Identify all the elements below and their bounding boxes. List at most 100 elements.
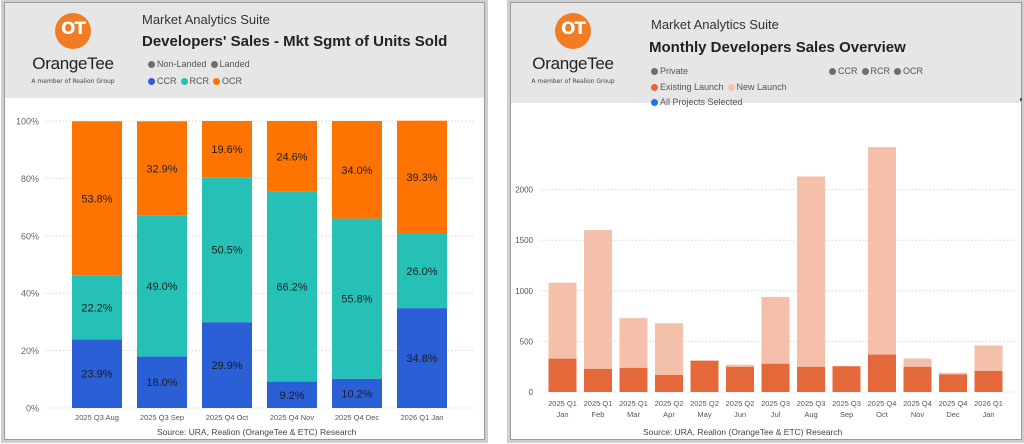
data-label: 34.0% — [341, 165, 372, 177]
bar-segment-ccr[interactable] — [137, 356, 187, 408]
logo-brand: OrangeTee — [532, 54, 614, 73]
bar-segment-existing-launch[interactable] — [903, 366, 932, 392]
bar-segment-new-launch[interactable] — [619, 318, 648, 368]
legend-label: RCR — [189, 76, 210, 86]
bar-segment-ccr[interactable] — [267, 381, 317, 408]
legend-property-type: Non-Landed Landed — [148, 59, 254, 69]
legend-item[interactable]: New Launch — [727, 82, 787, 92]
x-tick-label-month: Sep — [840, 410, 853, 419]
bar-segment-rcr[interactable] — [72, 275, 122, 340]
legend-item[interactable]: Existing Launch — [651, 82, 724, 92]
x-tick-label-quarter: 2025 Q3 — [832, 399, 861, 408]
stacked-percent-bar-chart: 0% 20% 40% 60% 80% 100% 23.9% 22.2% 53.8% 2025 Q3… — [16, 117, 473, 422]
orangetee-logo-icon: OT — [55, 13, 91, 49]
bar-segment-new-launch[interactable] — [761, 296, 790, 364]
bar-segment-new-launch[interactable] — [868, 147, 896, 355]
bar-segment-new-launch[interactable] — [584, 230, 612, 369]
x-tick-label-month: Jun — [734, 410, 746, 419]
bar-segment-ccr[interactable] — [332, 378, 382, 408]
bar-segment-existing-launch[interactable] — [832, 366, 861, 392]
x-tick-label: 2025 Q4 Nov — [270, 413, 314, 422]
legend-item[interactable]: Private — [651, 66, 688, 76]
bar-segment-rcr[interactable] — [137, 215, 187, 357]
legend-item[interactable]: CCR — [829, 66, 858, 76]
logo-brand: OrangeTee — [32, 54, 114, 73]
bar-segment-rcr[interactable] — [202, 177, 252, 323]
bar-segment-ccr[interactable] — [202, 322, 252, 408]
bar-segment-new-launch[interactable] — [903, 358, 932, 367]
bar-segment-ocr[interactable] — [397, 120, 447, 234]
chart-panel-monthly-sales: OT OrangeTee A member of Realion Group M… — [510, 2, 1022, 440]
y-tick-label: 1500 — [515, 236, 533, 245]
x-tick-label-quarter: 2025 Q2 — [690, 399, 719, 408]
bar-segment-existing-launch[interactable] — [690, 360, 719, 392]
x-tick-label-quarter: 2025 Q1 — [548, 399, 577, 408]
legend-item[interactable]: RCR — [180, 76, 210, 86]
x-tick-label-quarter: 2025 Q4 — [903, 399, 932, 408]
legend-item[interactable]: CCR — [148, 76, 177, 86]
x-tick-label-month: Dec — [946, 410, 960, 419]
legend-project-filter[interactable]: All Projects Selected — [651, 97, 747, 107]
legend-item[interactable]: All Projects Selected — [651, 97, 743, 107]
legend-label: Existing Launch — [660, 82, 724, 92]
source-note: Source: URA, Realion (OrangeTee & ETC) R… — [643, 427, 843, 437]
bar-segment-new-launch[interactable] — [939, 372, 967, 375]
y-tick-label: 500 — [520, 337, 534, 346]
legend-dot-icon — [180, 77, 188, 85]
bar-segment-ocr[interactable] — [72, 121, 122, 276]
bar-segment-existing-launch[interactable] — [548, 358, 577, 392]
legend-item[interactable]: OCR — [213, 76, 242, 86]
bar-segment-existing-launch[interactable] — [797, 366, 825, 392]
bar-segment-ccr[interactable] — [397, 308, 447, 408]
suite-name: Market Analytics Suite — [142, 12, 270, 27]
x-tick-label-quarter: 2025 Q2 — [726, 399, 755, 408]
bar-segment-existing-launch[interactable] — [584, 368, 612, 392]
legend-dot-icon — [148, 60, 155, 68]
data-label: 32.9% — [146, 163, 177, 175]
legend-dot-icon — [861, 67, 869, 75]
bar-segment-new-launch[interactable] — [548, 282, 577, 359]
data-label: 34.8% — [406, 353, 437, 365]
bar-segment-existing-launch[interactable] — [726, 366, 754, 392]
bar-segment-existing-launch[interactable] — [761, 363, 790, 392]
x-tick-label-quarter: 2025 Q2 — [655, 399, 684, 408]
legend-item[interactable]: RCR — [861, 66, 890, 76]
x-tick-label-quarter: 2025 Q3 — [761, 399, 790, 408]
bar-segment-ocr[interactable] — [202, 121, 252, 178]
bar-segment-existing-launch[interactable] — [939, 374, 967, 392]
x-tick-label-quarter: 2025 Q3 — [797, 399, 826, 408]
x-tick-label-month: Jan — [556, 410, 568, 419]
data-label: 55.8% — [341, 294, 372, 306]
suite-name: Market Analytics Suite — [651, 17, 779, 32]
legend-item[interactable]: OCR — [894, 66, 923, 76]
bar-segment-existing-launch[interactable] — [619, 367, 648, 392]
orangetee-logo: OT OrangeTee A member of Realion Group — [23, 13, 123, 85]
legend-item[interactable]: Landed — [210, 59, 250, 69]
data-label: 50.5% — [211, 245, 242, 257]
bar-segment-new-launch[interactable] — [726, 364, 754, 367]
bar-segment-rcr[interactable] — [332, 218, 382, 379]
legend-dot-icon — [210, 60, 218, 68]
bar-segment-new-launch[interactable] — [655, 323, 683, 375]
legend-dot-icon — [651, 98, 658, 106]
bar-segment-ocr[interactable] — [267, 121, 317, 192]
bar-segment-rcr[interactable] — [397, 233, 447, 309]
bar-segment-ocr[interactable] — [137, 121, 187, 216]
y-tick-label: 20% — [21, 346, 39, 356]
bar-segment-ccr[interactable] — [72, 339, 122, 408]
legend-item[interactable]: Non-Landed — [148, 59, 207, 69]
x-tick-label-quarter: 2025 Q4 — [868, 399, 897, 408]
bar-segment-existing-launch[interactable] — [655, 374, 683, 392]
bar-segment-ocr[interactable] — [332, 121, 382, 219]
bar-segment-existing-launch[interactable] — [974, 370, 1003, 392]
bar-segment-new-launch[interactable] — [974, 345, 1003, 371]
legend-dot-icon — [894, 67, 901, 75]
data-label: 49.0% — [146, 281, 177, 293]
bar-segment-rcr[interactable] — [267, 191, 317, 382]
x-tick-label-month: Nov — [911, 410, 925, 419]
x-tick-label-quarter: 2025 Q4 — [939, 399, 968, 408]
bar-segment-existing-launch[interactable] — [868, 354, 896, 392]
bar-segment-new-launch[interactable] — [797, 176, 825, 367]
data-label: 39.3% — [406, 172, 437, 184]
legend-dot-icon — [651, 67, 658, 75]
